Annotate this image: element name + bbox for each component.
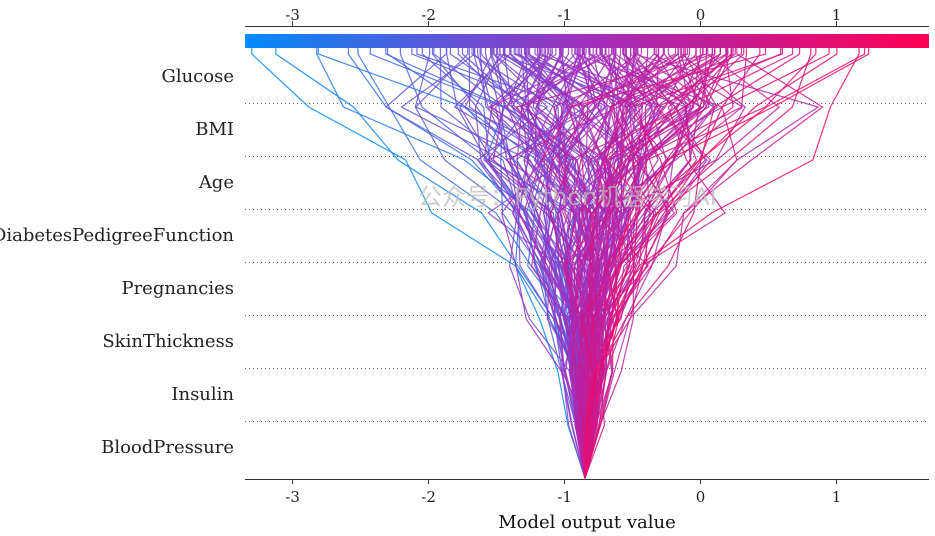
sample-line-129 [584,40,820,479]
sample-line-195 [580,40,830,479]
feature-label: BMI [195,119,234,140]
feature-labels: Glucose BMI Age DiabetesPedigreeFunction Pre… [0,66,234,458]
x-tick-label-bottom: 0 [696,488,706,506]
feature-label: BloodPressure [101,437,234,458]
feature-label: SkinThickness [102,331,234,352]
x-tick-label-bottom: -3 [285,488,300,506]
sample-line-196 [584,40,838,479]
sample-line-186 [584,40,748,479]
color-bar [245,34,929,48]
sample-lines [251,40,870,479]
feature-label: DiabetesPedigreeFunction [0,225,234,246]
feature-label: Insulin [171,384,234,405]
feature-label: Glucose [161,66,234,87]
x-tick-label-bottom: -1 [557,488,572,506]
x-tick-label-top: -1 [557,6,572,24]
x-tick-label-top: 0 [696,6,706,24]
sample-line-184 [570,40,743,479]
watermark: 公众号：Python机器学习AI [418,183,717,211]
feature-label: Pregnancies [121,278,234,299]
tick-labels: -3 -3 -2 -2 -1 -1 0 0 1 1 [285,6,841,506]
sample-line-89 [539,40,619,479]
sample-line-197 [584,40,860,479]
x-axis-title: Model output value [498,512,676,533]
sample-line-188 [541,40,767,479]
sample-line-194 [584,40,817,479]
sample-line-92 [500,40,586,479]
x-tick-label-bottom: 1 [832,488,842,506]
sample-line-190 [584,40,784,479]
sample-line-199 [584,40,870,479]
x-tick-label-top: -2 [421,6,436,24]
sample-line-17 [384,40,586,479]
sample-line-198 [584,40,866,479]
sample-line-0 [251,40,586,479]
sample-line-178 [584,40,732,479]
x-tick-label-bottom: -2 [421,488,436,506]
x-tick-label-top: -3 [285,6,300,24]
axes [245,26,929,480]
x-tick-label-top: 1 [832,6,842,24]
sample-line-100 [523,40,606,479]
sample-line-165 [515,40,708,479]
feature-label: Age [198,172,234,193]
